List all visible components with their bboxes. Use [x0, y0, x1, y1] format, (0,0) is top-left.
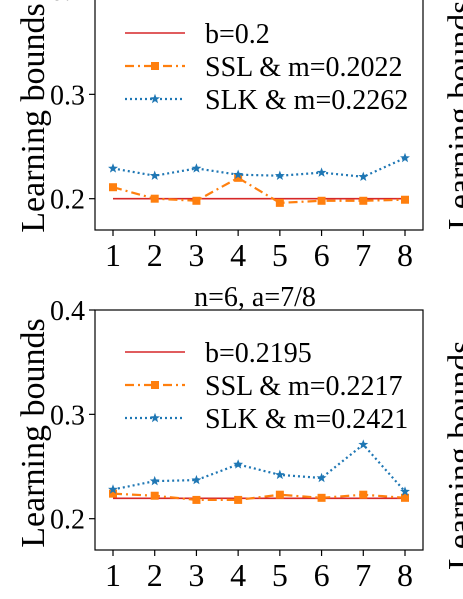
- legend-label: SLK & m=0.2421: [205, 404, 408, 435]
- legend-marker: [150, 93, 160, 104]
- x-tick-label: 8: [397, 557, 413, 593]
- y-tick-label: 0.3: [50, 400, 85, 431]
- plot-frame: [94, 0, 424, 231]
- data-point: [316, 167, 327, 177]
- y-tick-label: 0.3: [50, 80, 85, 111]
- legend-label: b=0.2: [205, 19, 270, 50]
- series-line-3: [112, 156, 406, 178]
- legend-marker: [151, 62, 159, 70]
- data-point: [359, 196, 368, 205]
- data-point: [234, 173, 243, 182]
- data-point: [358, 439, 369, 449]
- data-point: [192, 196, 201, 205]
- series-line-3: [112, 443, 406, 493]
- x-tick-label: 3: [188, 557, 204, 593]
- legend-label: SLK & m=0.2262: [205, 85, 408, 116]
- data-point: [274, 170, 285, 180]
- data-point: [191, 163, 202, 173]
- x-tick-label: 6: [314, 237, 330, 273]
- data-point: [316, 472, 327, 483]
- x-tick-label: 8: [397, 237, 413, 273]
- y-tick-label: 0.4: [50, 0, 85, 7]
- data-point: [274, 469, 285, 480]
- legend-marker: [150, 412, 160, 423]
- x-tick-label: 4: [230, 237, 246, 273]
- data-point: [149, 170, 160, 180]
- data-point: [401, 195, 409, 204]
- data-point: [401, 493, 409, 502]
- x-tick-label: 1: [105, 237, 121, 273]
- legend-label: b=0.2195: [205, 338, 312, 369]
- x-tick-label: 6: [314, 557, 330, 593]
- data-point: [191, 474, 202, 485]
- x-tick-label: 5: [272, 557, 288, 593]
- data-point: [400, 486, 410, 496]
- data-point: [234, 495, 243, 504]
- data-point: [400, 152, 410, 163]
- data-point: [150, 194, 159, 203]
- data-point: [275, 198, 284, 207]
- x-tick-label: 7: [355, 557, 371, 593]
- chart-title: n=6, a=7/8: [194, 282, 316, 313]
- y-tick-label: 0.4: [50, 296, 85, 327]
- series-line-2: [112, 492, 406, 502]
- legend-marker: [151, 381, 159, 389]
- data-point: [358, 171, 369, 181]
- data-point: [359, 490, 368, 499]
- data-point: [108, 484, 118, 494]
- plot-frame: [94, 309, 424, 551]
- x-tick-label: 4: [230, 557, 246, 593]
- y-tick-label: 0.2: [50, 505, 85, 536]
- x-tick-label: 2: [147, 557, 163, 593]
- data-point: [149, 475, 160, 486]
- series-line-2: [112, 176, 406, 204]
- data-point: [150, 491, 159, 500]
- y-axis-label: Learning bounds: [15, 318, 52, 547]
- neighbor-ylabel-bottom: Learning bounds: [442, 341, 463, 570]
- data-point: [192, 495, 201, 504]
- neighbor-ylabel-top: Learning bounds: [442, 1, 463, 230]
- x-tick-label: 7: [355, 237, 371, 273]
- y-tick-label: 0.2: [50, 185, 85, 216]
- x-tick-label: 3: [188, 237, 204, 273]
- data-point: [275, 490, 284, 499]
- chart-panel-bottom: n=6, a=7/8 Learning bounds 0.2 0.3 0.4 1 2 3 4…: [15, 282, 424, 593]
- data-point: [109, 489, 117, 498]
- data-point: [317, 493, 326, 502]
- data-point: [233, 459, 244, 469]
- x-tick-label: 2: [147, 237, 163, 273]
- data-point: [108, 163, 118, 173]
- data-point: [317, 196, 326, 205]
- y-axis-label: Learning bounds: [15, 3, 52, 232]
- x-tick-label: 5: [272, 237, 288, 273]
- data-point: [233, 169, 244, 179]
- x-tick-label: 1: [105, 557, 121, 593]
- data-point: [109, 183, 117, 192]
- legend-label: SSL & m=0.2022: [205, 52, 403, 83]
- legend-label: SSL & m=0.2217: [205, 371, 403, 402]
